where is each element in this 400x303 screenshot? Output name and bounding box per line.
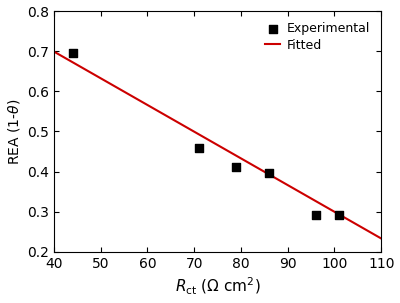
Experimental	[312, 213, 319, 218]
Fitted	[52, 50, 56, 53]
Experimental	[70, 51, 76, 56]
Fitted	[362, 227, 367, 231]
Fitted	[139, 100, 144, 103]
Line: Fitted: Fitted	[54, 52, 381, 238]
Legend: Experimental, Fitted: Experimental, Fitted	[260, 17, 375, 57]
Fitted	[351, 221, 356, 224]
Y-axis label: REA (1-$\theta$): REA (1-$\theta$)	[6, 98, 22, 165]
Fitted	[71, 61, 76, 65]
Fitted	[65, 57, 70, 61]
Experimental	[266, 170, 272, 175]
Fitted	[112, 85, 117, 88]
X-axis label: $R_{\mathrm{ct}}$ ($\Omega$ cm$^2$): $R_{\mathrm{ct}}$ ($\Omega$ cm$^2$)	[175, 276, 260, 298]
Experimental	[233, 165, 240, 169]
Experimental	[196, 145, 202, 150]
Experimental	[336, 213, 342, 218]
Fitted	[379, 237, 384, 240]
